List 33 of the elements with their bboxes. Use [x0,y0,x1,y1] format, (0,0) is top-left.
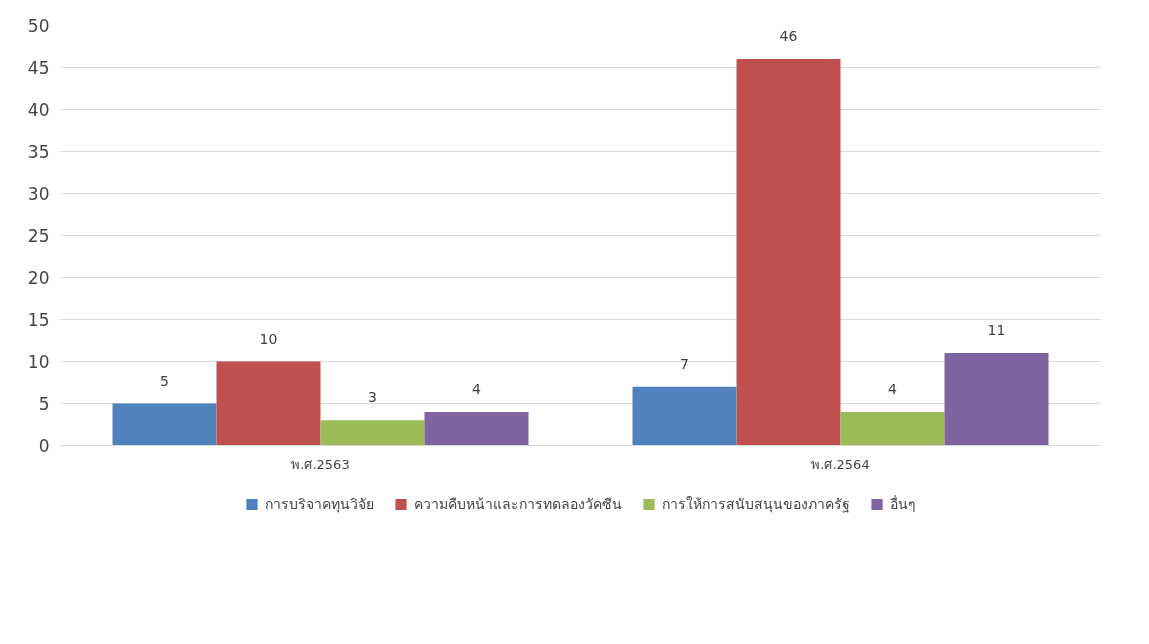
y-tick-label: 10 [27,352,50,372]
legend-label: อื่นๆ [889,494,916,514]
x-tick-label: พ.ศ.2563 [291,456,350,472]
bar [424,411,529,446]
bar [736,59,841,446]
data-label: 3 [368,389,377,406]
y-tick-label: 40 [27,100,50,120]
legend-label: การให้การสนับสนุนของภาครัฐ [661,495,850,515]
data-label: 11 [987,322,1006,339]
y-tick-label: 30 [27,184,50,204]
y-tick-label: 50 [27,16,50,36]
y-tick-label: 45 [27,58,50,78]
y-tick-label: 25 [27,226,50,246]
data-label: 4 [888,380,898,397]
bar [632,386,737,446]
y-tick-label: 15 [27,310,50,330]
legend-label: ความคืบหน้าและการทดลองวัคซีน [413,495,622,514]
x-tick-label: พ.ศ.2564 [811,456,870,472]
y-tick-label: 0 [38,436,50,456]
data-label: 46 [779,28,798,45]
bar [840,411,945,446]
y-tick-label: 5 [38,394,50,414]
bar [320,420,425,446]
bar [216,361,321,446]
y-tick-label: 20 [27,268,50,288]
bar [944,353,1049,446]
data-label: 10 [259,330,278,347]
y-tick-label: 35 [27,142,50,162]
data-label: 4 [472,380,482,397]
bar [112,403,217,446]
legend-label: การบริจาคทุนวิจัย [264,495,374,515]
data-label: 5 [160,372,169,389]
data-label: 7 [680,355,689,372]
